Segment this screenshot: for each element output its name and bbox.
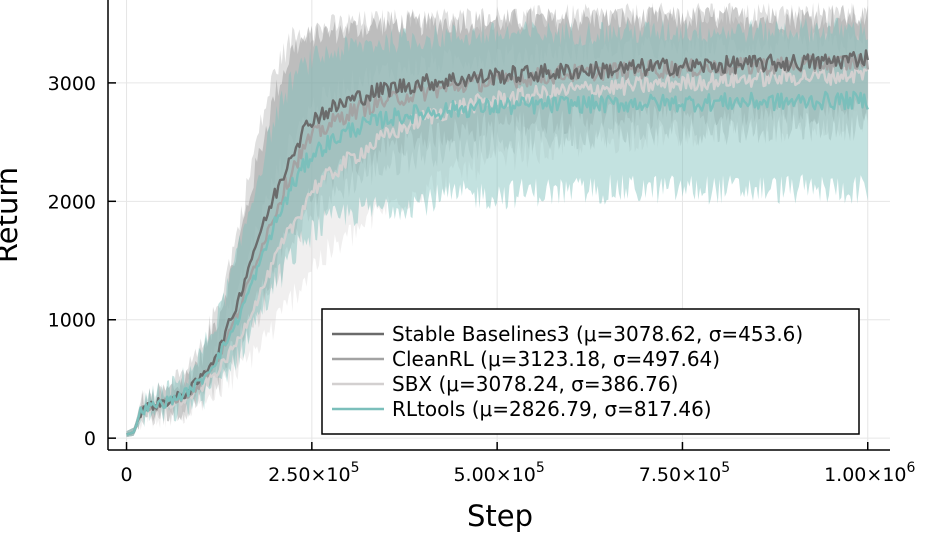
confidence-band: [126, 4, 868, 437]
legend-box: [321, 308, 860, 435]
x-axis-title: Step: [467, 499, 533, 533]
y-tick-label: 0: [84, 428, 96, 450]
y-tick-label: 2000: [48, 191, 96, 213]
legend-label: SBX (μ=3078.24, σ=386.76): [392, 372, 678, 396]
series-lines: [126, 49, 869, 436]
x-tick-label: 5.00×105: [453, 460, 544, 486]
x-tick-label: 2.50×105: [268, 460, 359, 486]
x-tick-exponent: 5: [721, 460, 730, 476]
x-tick-label: 0: [120, 464, 132, 486]
y-tick-label: 1000: [48, 310, 96, 332]
y-axis-title: Return: [0, 167, 24, 263]
confidence-band: [126, 2, 868, 437]
y-tick-label: 3000: [48, 73, 96, 95]
tick-labels: 0 2.50×105 5.00×105 7.50×105 1.00×106 0 1000 20…: [48, 73, 916, 486]
series-line: [126, 90, 869, 436]
x-tick-exponent: 6: [907, 460, 916, 476]
legend-label: RLtools (μ=2826.79, σ=817.46): [392, 397, 712, 421]
confidence-band: [126, 17, 868, 437]
legend-label: Stable Baselines3 (μ=3078.62, σ=453.6): [392, 322, 803, 346]
x-tick-label: 1.00×106: [824, 460, 915, 486]
legend: Stable Baselines3 (μ=3078.62, σ=453.6)Cl…: [321, 308, 860, 435]
x-tick-exponent: 5: [351, 460, 360, 476]
x-tick-label: 7.50×105: [639, 460, 730, 486]
series-line: [126, 49, 869, 436]
legend-label: CleanRL (μ=3123.18, σ=497.64): [392, 347, 720, 371]
axes: [107, 0, 890, 451]
x-tick-exponent: 5: [536, 460, 545, 476]
